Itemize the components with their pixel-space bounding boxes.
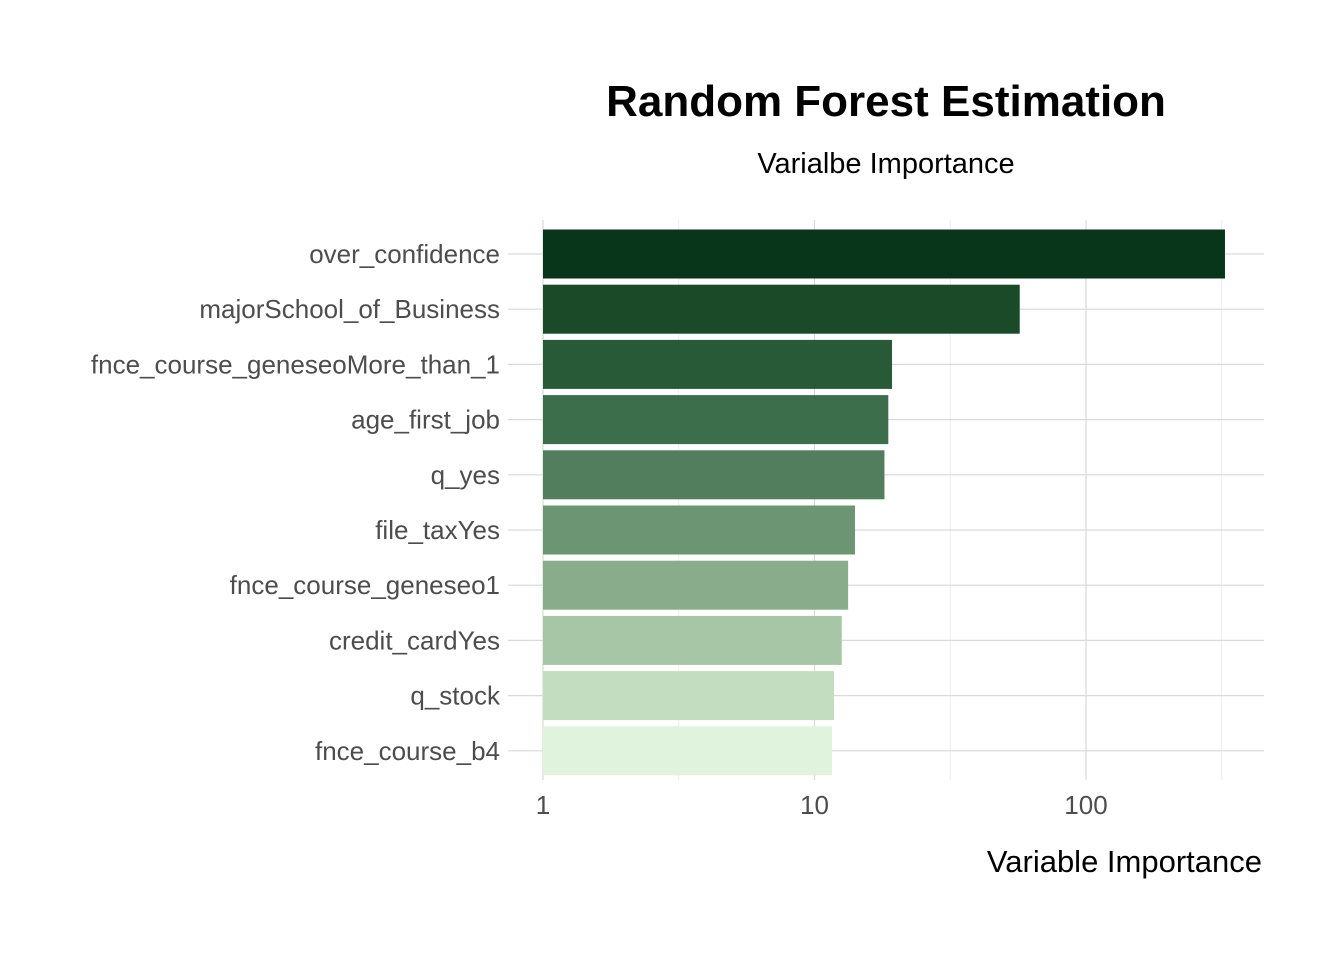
category-label: q_yes	[431, 460, 500, 490]
bar-fnce_course_geneseoMore_than_1	[543, 339, 893, 389]
bars	[543, 229, 1225, 776]
category-label: file_taxYes	[375, 515, 500, 545]
bar-q_stock	[543, 671, 835, 721]
bar-file_taxYes	[543, 505, 856, 555]
x-tick-label: 100	[1064, 790, 1107, 820]
x-tick-label: 10	[800, 790, 829, 820]
bar-credit_cardYes	[543, 615, 842, 665]
bar-fnce_course_b4	[543, 726, 833, 776]
category-label: fnce_course_geneseo1	[230, 570, 500, 600]
bar-majorSchool_of_Business	[543, 284, 1020, 334]
category-label: fnce_course_b4	[315, 736, 500, 766]
bar-q_yes	[543, 450, 885, 500]
category-label: majorSchool_of_Business	[199, 294, 500, 324]
chart-subtitle: Varialbe Importance	[757, 148, 1014, 180]
bar-age_first_job	[543, 395, 889, 445]
category-label: over_confidence	[309, 239, 500, 269]
bar-over_confidence	[543, 229, 1225, 279]
category-labels: over_confidence majorSchool_of_Businessfn…	[91, 239, 501, 766]
x-tick-label: 1	[536, 790, 550, 820]
bar-fnce_course_geneseo1	[543, 560, 849, 610]
category-label: credit_cardYes	[329, 625, 500, 655]
category-label: fnce_course_geneseoMore_than_1	[91, 349, 500, 379]
category-label: q_stock	[410, 681, 501, 711]
x-axis-tick-labels: 1 10 100	[536, 790, 1108, 820]
chart-title: Random Forest Estimation	[606, 77, 1166, 126]
x-axis-title: Variable Importance	[987, 844, 1262, 879]
category-label: age_first_job	[351, 405, 500, 435]
